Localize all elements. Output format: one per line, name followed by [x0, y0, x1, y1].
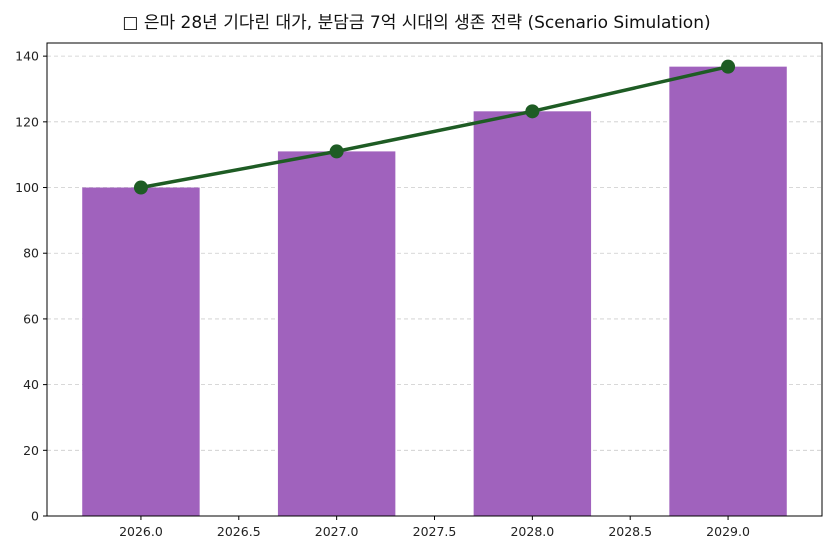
line-marker — [525, 104, 540, 119]
y-tick-label: 80 — [23, 246, 39, 261]
y-tick-label: 20 — [23, 443, 39, 458]
axes-frame — [46, 42, 823, 517]
bar — [277, 151, 396, 517]
y-tick-label: 120 — [15, 114, 39, 129]
x-tick-label: 2026.0 — [119, 524, 163, 539]
line-marker — [133, 180, 148, 195]
y-tick-label: 0 — [31, 509, 39, 524]
x-tick-label: 2028.5 — [608, 524, 652, 539]
chart-title: □ 은마 28년 기다린 대가, 분담금 7억 시대의 생존 전략 (Scena… — [122, 13, 711, 33]
y-tick-label: 100 — [15, 180, 39, 195]
y-tick-label: 40 — [23, 377, 39, 392]
bar — [669, 66, 787, 517]
bar — [82, 187, 200, 516]
line-marker — [721, 59, 736, 74]
y-tick-label: 140 — [15, 49, 39, 64]
x-tick-label: 2027.0 — [315, 524, 359, 539]
x-tick-label: 2026.5 — [217, 524, 261, 539]
y-tick-label: 60 — [23, 311, 39, 326]
bar — [473, 111, 592, 517]
x-tick-label: 2029.0 — [706, 524, 750, 539]
line-series — [140, 64, 729, 190]
line-marker — [329, 144, 344, 159]
x-tick-label: 2027.5 — [413, 524, 457, 539]
x-tick-label: 2028.0 — [510, 524, 554, 539]
